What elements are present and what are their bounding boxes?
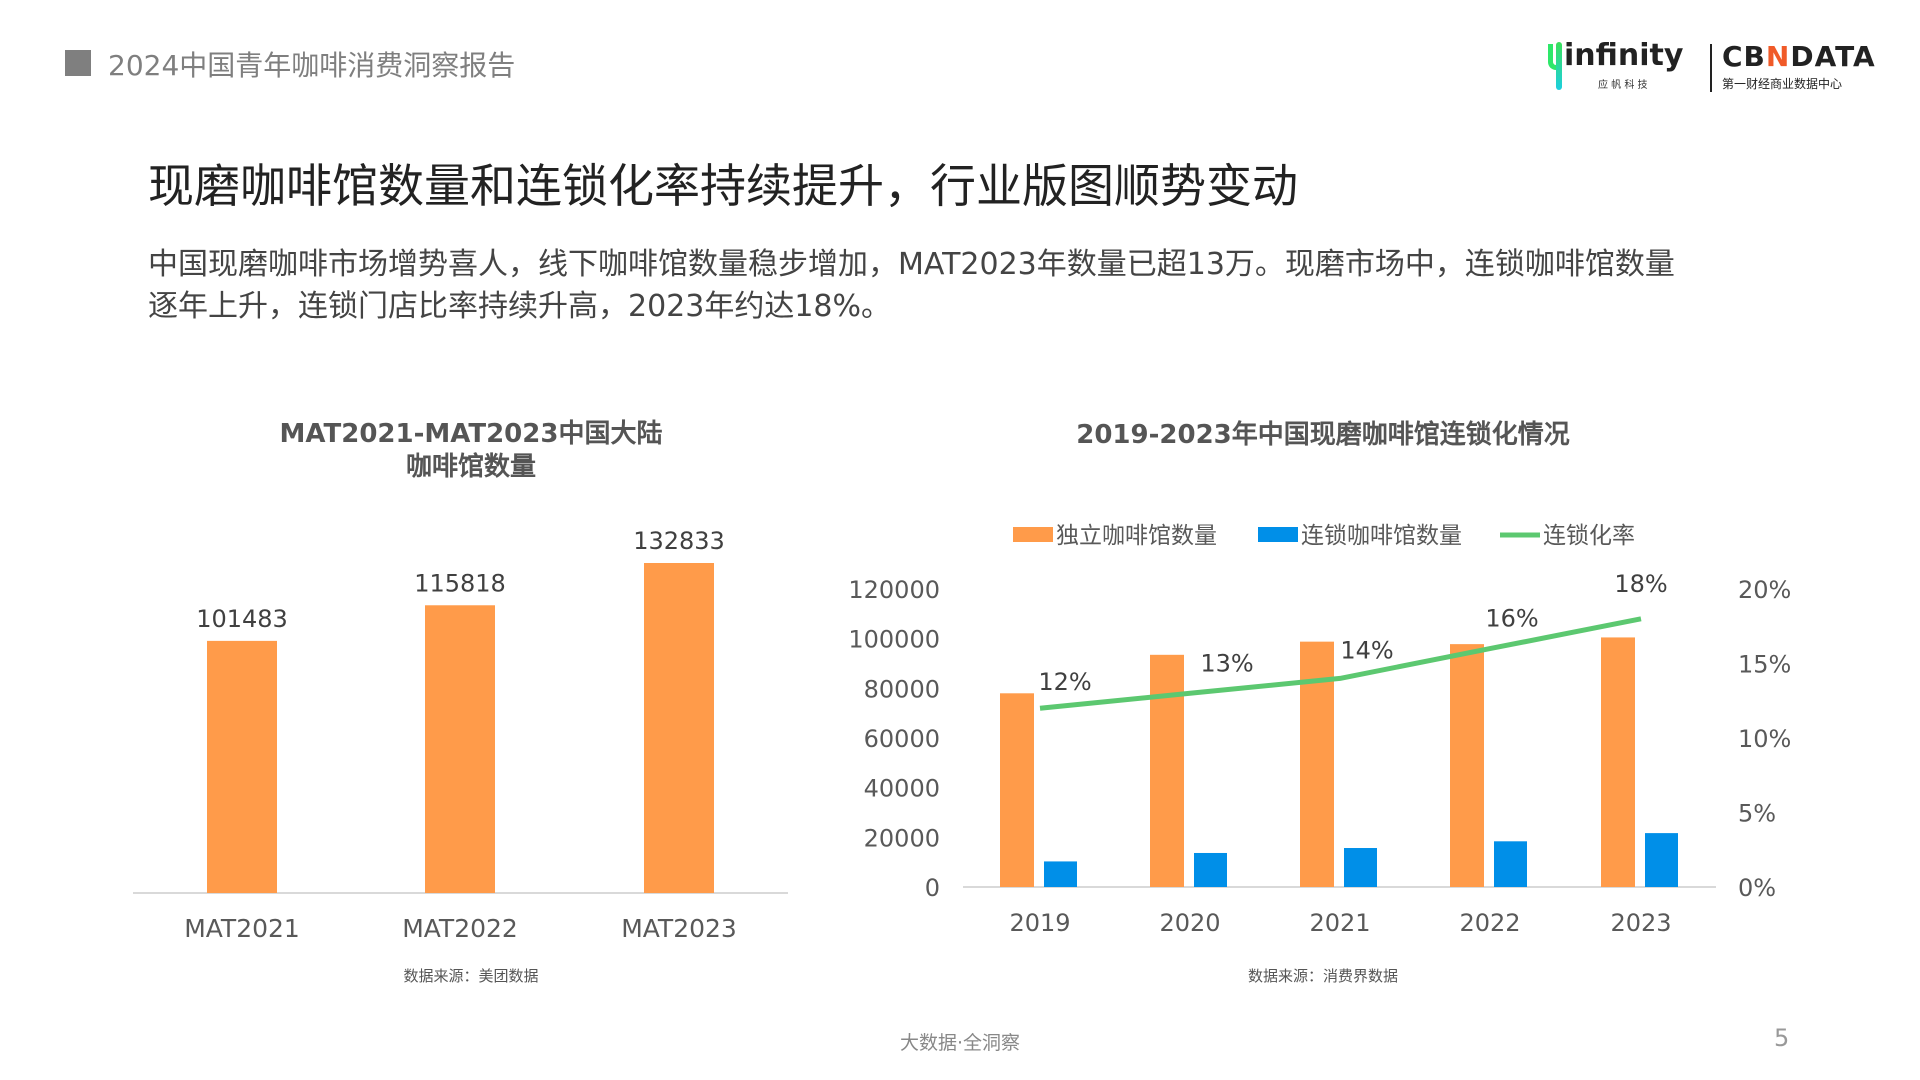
report-title: 2024中国青年咖啡消费洞察报告 [108,49,516,82]
line-data-label: 14% [1340,636,1393,664]
data-label: 132833 [633,527,725,555]
left-chart-source: 数据来源：美团数据 [403,967,539,985]
footer-tagline: 大数据·全洞察 [899,1032,1021,1054]
logo-divider [1710,44,1712,92]
brand-logos: infinity 应 帆 科 技 CBNDATA 第一财经商业数据中心 [1548,38,1878,96]
x-tick-label: 2019 [1009,909,1070,937]
bar-chain [1494,841,1527,887]
legend-label: 连锁化率 [1543,523,1635,549]
x-tick-label: 2023 [1610,909,1671,937]
x-tick-label: 2021 [1309,909,1370,937]
bar-independent [1150,654,1184,887]
right-axis-tick: 5% [1738,800,1776,828]
paragraph-line: 中国现磨咖啡市场增势喜人，线下咖啡馆数量稳步增加，MAT2023年数量已超13万… [148,247,1675,282]
legend-label: 独立咖啡馆数量 [1056,523,1217,549]
x-tick-label: MAT2022 [402,914,518,943]
x-tick-label: MAT2021 [184,914,300,943]
left-axis-tick: 0 [925,874,940,902]
x-tick-label: 2022 [1459,909,1520,937]
x-tick-label: MAT2023 [621,914,737,943]
bar-chain [1044,861,1077,887]
bar [207,640,277,893]
left-axis-tick: 60000 [864,725,940,753]
line-data-label: 18% [1614,570,1667,598]
right-chart-title: 2019-2023年中国现磨咖啡馆连锁化情况 [1076,420,1570,450]
left-axis-tick: 120000 [848,576,940,604]
bar-independent [1601,637,1635,887]
summary-paragraph: 中国现磨咖啡市场增势喜人，线下咖啡馆数量稳步增加，MAT2023年数量已超13万… [148,244,1808,328]
data-label: 115818 [414,569,506,597]
right-axis-tick: 10% [1738,725,1791,753]
line-data-label: 12% [1038,668,1091,696]
cbndata-logo: CBNDATA 第一财经商业数据中心 [1722,40,1876,91]
bar-independent [1000,693,1034,887]
line-data-label: 13% [1200,649,1253,677]
page-title: 现磨咖啡馆数量和连锁化率持续提升，行业版图顺势变动 [148,159,1298,213]
left-axis-tick: 20000 [864,824,940,852]
left-axis-tick: 80000 [864,675,940,703]
header-square-icon [65,50,91,76]
left-chart-title-line: MAT2021-MAT2023中国大陆 [279,419,663,449]
bar-chain [1645,833,1678,887]
legend-label: 连锁咖啡馆数量 [1301,523,1462,549]
bar [644,563,714,893]
page-number: 5 [1774,1024,1790,1052]
right-chart-source: 数据来源：消费界数据 [1247,967,1398,985]
data-label: 101483 [196,605,288,633]
left-axis-tick: 40000 [864,775,940,803]
bar [425,605,495,893]
left-chart-title-line: 咖啡馆数量 [405,452,536,482]
left-chart-title: MAT2021-MAT2023中国大陆 咖啡馆数量 [171,418,771,484]
bar-chain [1194,852,1227,887]
right-axis-tick: 20% [1738,576,1791,604]
legend-swatch [1258,527,1298,542]
right-axis-tick: 15% [1738,651,1791,679]
line-data-label: 16% [1485,605,1538,633]
legend-swatch [1013,527,1053,542]
right-axis-tick: 0% [1738,874,1776,902]
left-axis-tick: 100000 [848,626,940,654]
paragraph-line: 逐年上升，连锁门店比率持续升高，2023年约达18%。 [148,289,892,324]
bar-chain [1344,848,1377,887]
infinity-logo-text: infinity [1564,38,1684,73]
line-chain-rate [1039,616,1642,711]
x-tick-label: 2020 [1159,909,1220,937]
bar-independent [1450,644,1484,887]
infinity-logo: infinity 应 帆 科 技 [1548,38,1698,96]
